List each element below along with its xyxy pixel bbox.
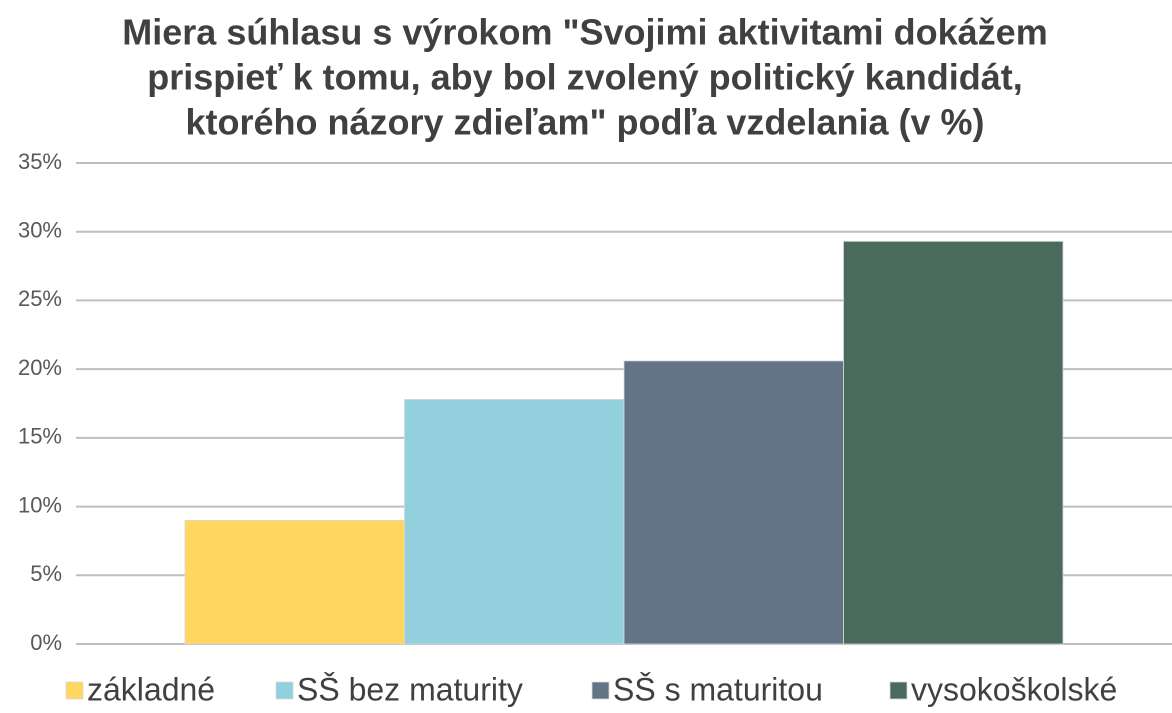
y-tick-label: 15% (18, 424, 62, 449)
legend-label: vysokoškolské (911, 671, 1117, 707)
legend-label: základné (87, 671, 215, 707)
legend-label: SŠ s maturitou (613, 671, 823, 707)
bar (843, 240, 1064, 645)
y-tick-label: 0% (30, 630, 62, 655)
y-tick-label: 35% (18, 149, 62, 174)
y-tick-label: 20% (18, 355, 62, 380)
legend-label: SŠ bez maturity (297, 671, 523, 707)
chart-title: Miera súhlasu s výrokom "Svojimi aktivit… (122, 12, 1047, 53)
y-tick-label: 10% (18, 492, 62, 517)
chart-title: prispieť k tomu, aby bol zvolený politic… (147, 57, 1022, 98)
bar (404, 398, 625, 645)
legend-swatch (275, 681, 294, 700)
chart-title: ktorého názory zdieľam" podľa vzdelania … (186, 102, 985, 143)
legend-swatch (889, 681, 908, 700)
bar (184, 519, 405, 645)
legend-swatch (65, 681, 84, 700)
y-tick-label: 5% (30, 561, 62, 586)
bar (623, 360, 844, 645)
y-tick-label: 30% (18, 218, 62, 243)
legend-swatch (591, 681, 610, 700)
y-tick-label: 25% (18, 286, 62, 311)
